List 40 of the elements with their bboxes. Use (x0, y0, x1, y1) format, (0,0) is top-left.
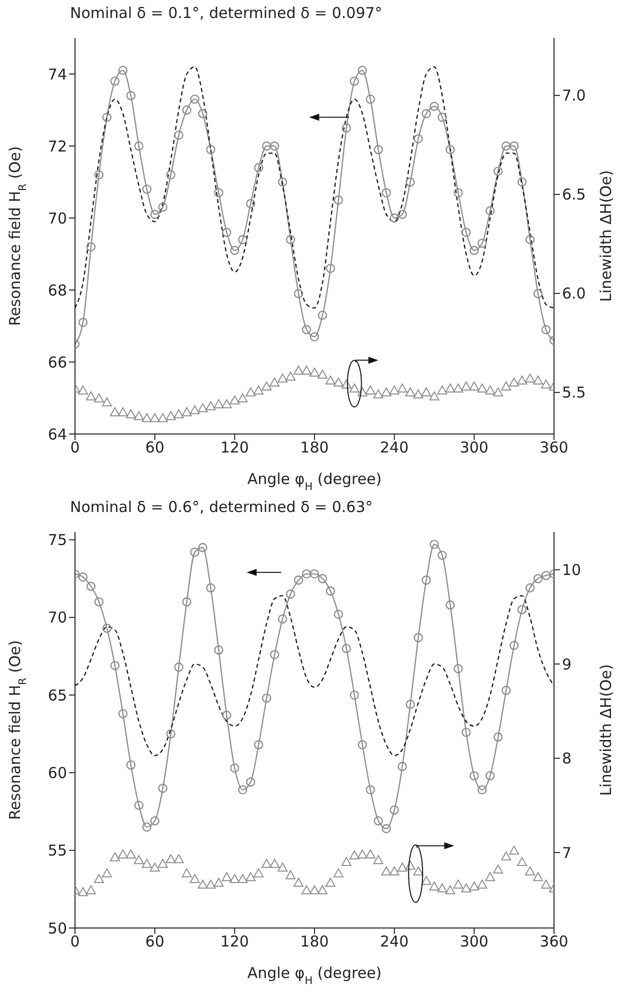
y2-axis-title: Linewidth ΔH(Oe) (597, 170, 615, 302)
y-tick-label: 70 (48, 209, 67, 228)
chart-title: Nominal δ = 0.1°, determined δ = 0.097° (69, 3, 384, 24)
x-tick-label: 240 (380, 932, 409, 951)
x-tick-label: 360 (540, 438, 568, 457)
y-tick-label: 75 (48, 531, 67, 550)
x-tick-label: 360 (540, 932, 568, 951)
x-tick-label: 60 (145, 438, 164, 457)
y-tick-label: 65 (48, 686, 67, 704)
y-tick-label: 66 (48, 353, 67, 372)
y-tick-label: 70 (48, 608, 67, 627)
x-tick-label: 0 (70, 932, 80, 951)
y2-tick-label: 10 (562, 561, 582, 580)
x-tick-label: 120 (220, 932, 249, 951)
y2-tick-label: 7 (562, 844, 572, 862)
y2-tick-label: 6.5 (562, 186, 586, 204)
y2-axis-title: Linewidth ΔH(Oe) (597, 664, 615, 796)
x-tick-label: 120 (220, 438, 249, 457)
x-axis-title: Angle φ$_{H}$ (degree) (247, 470, 382, 493)
x-tick-label: 0 (70, 438, 80, 457)
y2-tick-label: 5.5 (562, 384, 586, 402)
y-tick-label: 50 (48, 919, 67, 938)
x-tick-label: 300 (460, 932, 488, 951)
y-tick-label: 64 (48, 425, 67, 444)
y2-tick-label: 8 (562, 750, 572, 768)
y-tick-label: 55 (48, 842, 67, 860)
chart-title: Nominal δ = 0.6°, determined δ = 0.63° (69, 497, 374, 518)
y2-tick-label: 9 (562, 655, 572, 674)
x-tick-label: 60 (145, 932, 164, 951)
x-tick-label: 300 (460, 438, 488, 457)
x-tick-label: 180 (300, 438, 329, 457)
x-axis-title: Angle φ$_{H}$ (degree) (247, 964, 382, 987)
y-tick-label: 60 (48, 764, 67, 782)
x-tick-label: 240 (380, 438, 409, 457)
y-tick-label: 72 (48, 137, 67, 156)
y-tick-label: 68 (48, 281, 67, 300)
y-tick-label: 74 (48, 65, 67, 84)
x-tick-label: 180 (300, 932, 329, 951)
y2-tick-label: 7.0 (562, 86, 586, 105)
y2-tick-label: 6.0 (562, 284, 586, 303)
